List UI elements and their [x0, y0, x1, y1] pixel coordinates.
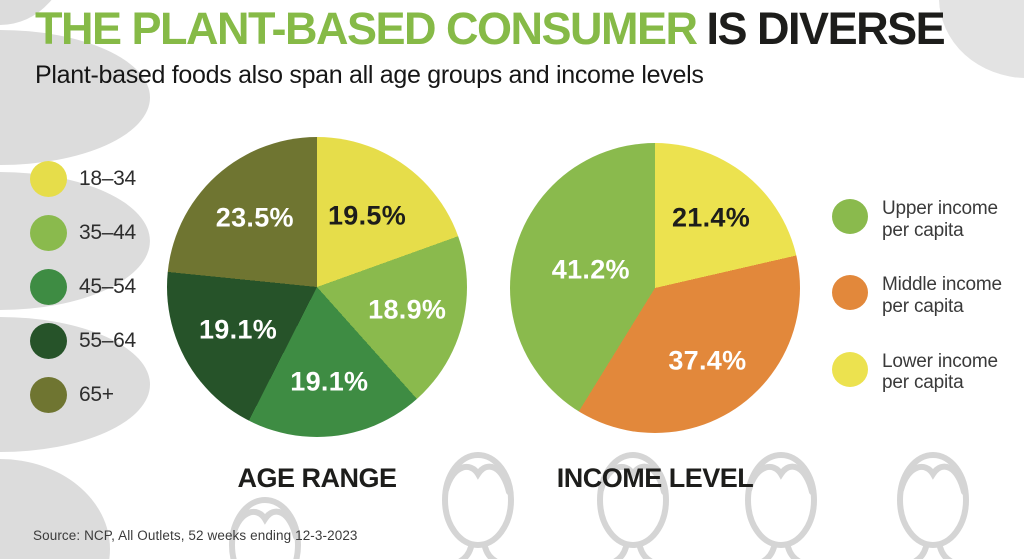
legend-label: Lower income per capita: [882, 350, 998, 394]
legend-swatch-45-54: [30, 269, 67, 305]
legend-item-lower-income: Lower income per capita: [832, 351, 1007, 394]
source-note: Source: NCP, All Outlets, 52 weeks endin…: [33, 528, 358, 543]
income-legend: Upper income per capita Middle income pe…: [832, 198, 1007, 394]
pie-slice-label-55-64: 19.1%: [198, 314, 278, 345]
legend-swatch-65-plus: [30, 377, 67, 413]
legend-label: 45–54: [79, 275, 136, 298]
pie-slice-label-45-54: 19.1%: [290, 366, 369, 397]
legend-swatch-18-34: [30, 161, 67, 197]
legend-label: 65+: [79, 383, 114, 406]
pie-slice-label-middle-income: 37.4%: [668, 345, 747, 376]
legend-label: 18–34: [79, 167, 136, 190]
pie-slice-label-lower-income: 21.4%: [671, 202, 751, 233]
legend-label: 35–44: [79, 221, 136, 244]
legend-swatch-55-64: [30, 323, 67, 359]
page-title-green: THE PLANT-BASED CONSUMER: [35, 3, 698, 54]
pie-slice-label-35-44: 18.9%: [368, 294, 447, 325]
pie-slice-label-65-plus: 23.5%: [215, 202, 294, 233]
age-range-chart-title: AGE RANGE: [237, 463, 397, 493]
legend-label: 55–64: [79, 329, 136, 352]
legend-swatch-35-44: [30, 215, 67, 251]
legend-item-65-plus: 65+: [30, 377, 136, 413]
legend-item-45-54: 45–54: [30, 269, 136, 305]
legend-item-55-64: 55–64: [30, 323, 136, 359]
legend-item-18-34: 18–34: [30, 161, 136, 197]
legend-item-upper-income: Upper income per capita: [832, 198, 1007, 241]
age-legend: 18–34 35–44 45–54 55–64 65+: [30, 161, 136, 413]
legend-swatch-upper-income: [832, 199, 868, 234]
age-range-pie-chart: 19.5% 18.9% 19.1% 19.1% 23.5%: [167, 137, 467, 437]
legend-label: Upper income per capita: [882, 198, 998, 241]
income-level-chart-title: INCOME LEVEL: [556, 463, 754, 493]
income-level-pie-chart: 21.4% 37.4% 41.2%: [510, 143, 800, 433]
legend-swatch-lower-income: [832, 351, 868, 387]
legend-label: Middle income per capita: [882, 274, 1002, 317]
legend-item-35-44: 35–44: [30, 215, 136, 251]
legend-swatch-middle-income: [832, 275, 868, 311]
page-title-black: IS DIVERSE: [706, 3, 946, 54]
header: THE PLANT-BASED CONSUMER IS DIVERSE Plant…: [35, 3, 946, 90]
subtitle: Plant-based foods also span all age grou…: [35, 60, 704, 89]
pie-slice-label-18-34: 19.5%: [327, 200, 407, 231]
pie-slice-label-upper-income: 41.2%: [551, 254, 630, 285]
page-title: THE PLANT-BASED CONSUMER IS DIVERSE: [35, 3, 946, 54]
legend-item-middle-income: Middle income per capita: [832, 274, 1007, 317]
